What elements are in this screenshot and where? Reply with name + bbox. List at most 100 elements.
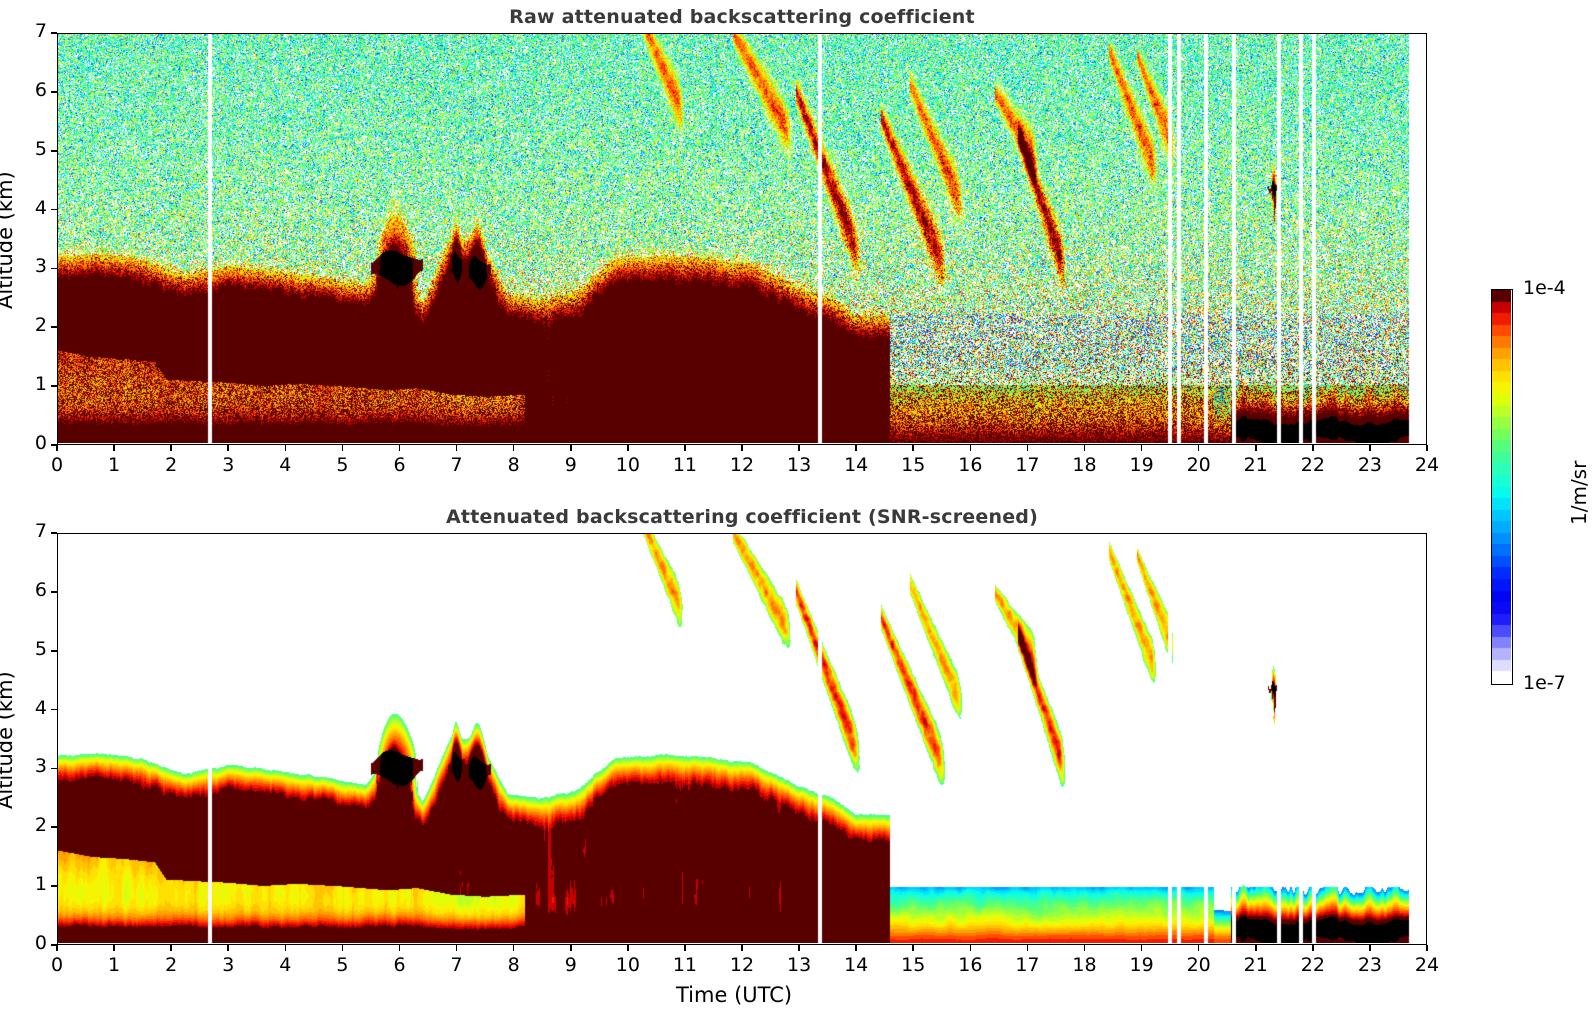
x-tick (1369, 945, 1371, 951)
x-tick (912, 945, 915, 951)
x-tick (455, 445, 458, 451)
y-tick (51, 208, 57, 211)
y-tick-label: 1 (34, 873, 47, 896)
x-tick (1312, 945, 1314, 951)
x-tick (284, 445, 287, 451)
x-tick (684, 945, 686, 951)
x-tick (1083, 445, 1086, 451)
y-tick (51, 32, 57, 34)
x-tick (1369, 445, 1371, 451)
x-tick (569, 945, 572, 951)
x-tick-label: 18 (1072, 954, 1097, 976)
x-tick-label: 10 (615, 454, 640, 476)
x-tick-label: 17 (1015, 454, 1040, 476)
x-tick (113, 945, 115, 951)
x-tick-label: 23 (1357, 954, 1382, 976)
x-tick (56, 445, 58, 451)
y-tick (51, 885, 57, 887)
y-tick-label: 7 (34, 520, 47, 542)
y-tick (51, 591, 57, 593)
x-tick-label: 5 (336, 954, 349, 976)
x-tick-label: 14 (844, 454, 869, 476)
x-tick-label: 9 (564, 454, 577, 476)
x-tick (627, 445, 629, 451)
plot-area-screened (57, 533, 1427, 945)
x-tick-label: 1 (108, 454, 121, 476)
x-tick-label: 4 (279, 454, 292, 476)
x-tick-label: 8 (507, 454, 520, 476)
panel-title-raw: Raw attenuated backscattering coefficien… (509, 6, 975, 28)
x-tick (684, 445, 686, 451)
x-tick-label: 2 (165, 954, 178, 976)
x-tick-label: 10 (615, 954, 640, 976)
x-tick (398, 945, 401, 951)
colorbar-unit-label: 1/m/sr (1567, 460, 1591, 525)
x-tick-label: 18 (1072, 454, 1097, 476)
y-tick-label: 0 (34, 432, 47, 454)
x-tick-label: 3 (222, 954, 235, 976)
x-tick-label: 1 (108, 954, 121, 976)
x-tick (56, 945, 58, 951)
x-tick-label: 7 (450, 454, 463, 476)
y-tick (51, 326, 57, 329)
x-tick (284, 945, 287, 951)
x-tick-label: 15 (901, 454, 926, 476)
x-tick-label: 15 (901, 954, 926, 976)
y-tick-label: 2 (34, 314, 47, 337)
x-tick-label: 0 (50, 454, 64, 476)
y-axis-title-screened: Altitude (km) (0, 671, 17, 809)
x-tick (1140, 445, 1143, 451)
x-tick-label: 22 (1300, 954, 1325, 976)
x-tick (855, 445, 857, 451)
x-tick (1426, 945, 1428, 951)
x-tick-label: 13 (786, 454, 812, 476)
x-tick (1197, 945, 1200, 951)
x-tick-label: 9 (564, 954, 577, 976)
x-tick (912, 445, 915, 451)
x-tick-label: 19 (1129, 954, 1154, 976)
colorbar-gradient (1492, 290, 1511, 683)
x-tick-label: 22 (1300, 454, 1325, 476)
x-tick-label: 24 (1414, 454, 1440, 476)
x-tick (398, 445, 401, 451)
x-tick-label: 2 (165, 454, 178, 476)
colorbar (1491, 289, 1513, 685)
y-tick-label: 3 (34, 755, 47, 778)
y-tick (51, 649, 57, 652)
x-tick (341, 945, 344, 951)
x-tick-label: 23 (1357, 454, 1382, 476)
panel-title-screened: Attenuated backscattering coefficient (S… (446, 506, 1038, 528)
x-tick-label: 0 (50, 954, 64, 976)
x-tick-label: 14 (844, 954, 869, 976)
heatmap-screened (58, 534, 1425, 943)
x-tick-label: 11 (672, 954, 697, 976)
y-tick (51, 767, 57, 770)
colorbar-min-label: 1e-7 (1523, 672, 1566, 694)
x-tick-label: 20 (1186, 454, 1211, 476)
x-tick (855, 945, 857, 951)
y-tick-label: 6 (34, 78, 47, 101)
y-tick (51, 826, 57, 829)
x-tick (1140, 945, 1143, 951)
y-tick (51, 149, 57, 152)
x-tick-label: 16 (958, 454, 983, 476)
x-tick (798, 445, 800, 451)
x-tick (227, 445, 230, 451)
x-tick (1312, 445, 1314, 451)
y-tick (51, 267, 57, 270)
x-tick-label: 4 (279, 954, 292, 976)
x-tick (341, 445, 344, 451)
x-tick (741, 445, 743, 451)
x-tick (170, 445, 172, 451)
x-tick-label: 7 (450, 954, 463, 976)
y-tick (51, 91, 57, 93)
y-tick-label: 2 (34, 814, 47, 837)
x-tick (798, 945, 800, 951)
colorbar-max-label: 1e-4 (1523, 277, 1566, 299)
x-tick (113, 445, 115, 451)
y-tick-label: 5 (34, 637, 47, 660)
x-tick-label: 3 (222, 454, 235, 476)
x-tick (1254, 945, 1257, 951)
x-tick-label: 17 (1015, 954, 1040, 976)
